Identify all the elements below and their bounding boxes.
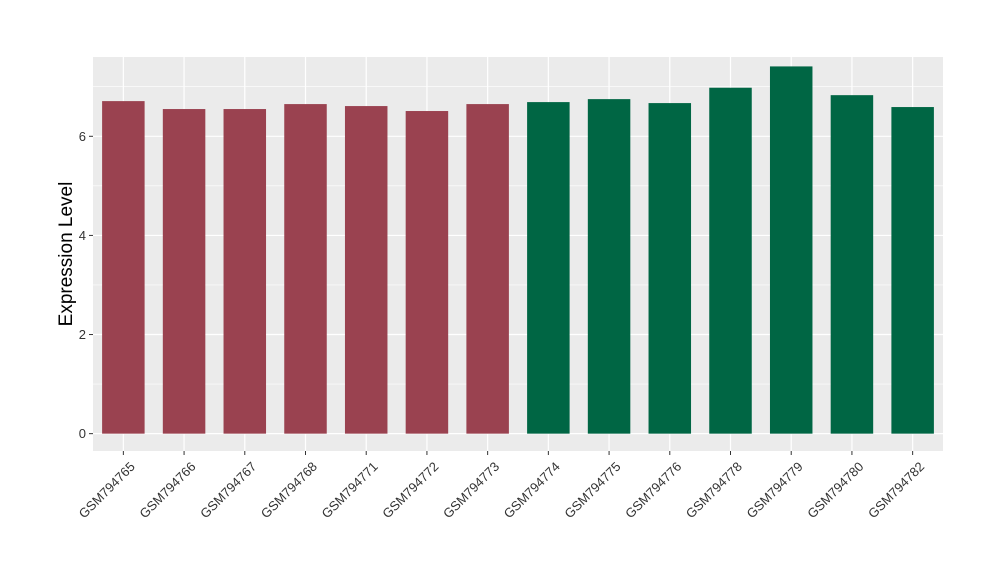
x-tick-label: GSM794773 <box>440 459 502 521</box>
x-tick-label: GSM794771 <box>319 459 381 521</box>
bar-GSM794765 <box>102 101 145 434</box>
bar-GSM794780 <box>830 95 874 434</box>
bar-GSM794778 <box>709 87 752 434</box>
bar-GSM794775 <box>587 99 631 434</box>
x-tick-label: GSM794765 <box>76 459 138 521</box>
y-tick-label: 4 <box>79 228 86 243</box>
x-tick-label: GSM794772 <box>379 459 441 521</box>
bars <box>102 66 934 434</box>
bar-GSM794766 <box>162 109 206 434</box>
y-axis: 0 2 4 6 <box>79 129 93 441</box>
x-tick-label: GSM794779 <box>744 459 806 521</box>
x-tick-label: GSM794780 <box>804 459 866 521</box>
bar-GSM794772 <box>405 111 449 434</box>
y-tick-label: 0 <box>79 426 86 441</box>
plot-panel <box>93 57 943 451</box>
x-tick-label: GSM794774 <box>501 459 563 521</box>
x-tick-label: GSM794768 <box>258 459 320 521</box>
x-tick-label: GSM794767 <box>197 459 259 521</box>
x-tick-label: GSM794782 <box>865 459 927 521</box>
x-tick-label: GSM794775 <box>561 459 623 521</box>
bar-GSM794767 <box>223 109 267 434</box>
x-tick-label: GSM794778 <box>683 459 745 521</box>
bar-GSM794768 <box>284 104 327 434</box>
bar-GSM794771 <box>344 106 388 434</box>
x-tick-label: GSM794766 <box>136 459 198 521</box>
y-axis-title: Expression Level <box>56 182 77 327</box>
bar-GSM794779 <box>769 66 813 434</box>
y-tick-label: 2 <box>79 327 86 342</box>
bar-GSM794773 <box>466 104 509 434</box>
y-tick-label: 6 <box>79 129 86 144</box>
x-tick-label: GSM794776 <box>622 459 684 521</box>
bar-GSM794776 <box>648 103 692 434</box>
bar-GSM794774 <box>527 102 570 434</box>
x-axis: GSM794765GSM794766GSM794767GSM794768GSM7… <box>76 451 927 521</box>
bar-GSM794782 <box>891 107 934 434</box>
